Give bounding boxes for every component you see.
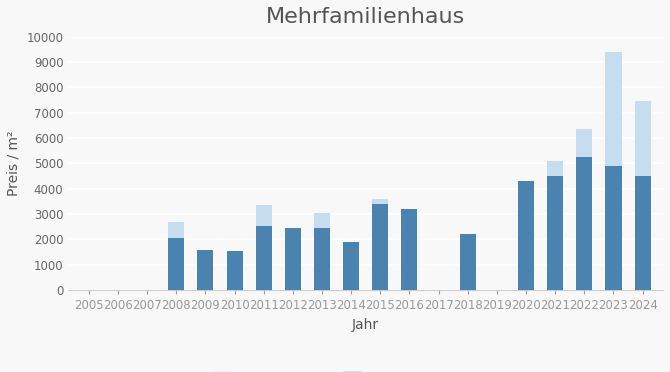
Bar	[373, 204, 389, 290]
Bar	[401, 209, 417, 290]
Bar	[314, 213, 330, 290]
Bar	[518, 181, 534, 290]
Bar	[256, 205, 272, 290]
Bar	[576, 129, 592, 290]
Bar	[168, 222, 184, 290]
Bar	[606, 166, 622, 290]
Y-axis label: Preis / m²: Preis / m²	[7, 131, 21, 196]
Title: Mehrfamilienhaus: Mehrfamilienhaus	[266, 7, 466, 27]
Bar	[547, 161, 563, 290]
X-axis label: Jahr: Jahr	[352, 318, 379, 332]
Bar	[314, 228, 330, 290]
Bar	[373, 199, 389, 290]
Bar	[634, 102, 651, 290]
Bar	[576, 157, 592, 290]
Bar	[343, 242, 359, 290]
Bar	[256, 225, 272, 290]
Bar	[198, 250, 213, 290]
Bar	[634, 176, 651, 290]
Bar	[168, 238, 184, 290]
Bar	[606, 52, 622, 290]
Bar	[460, 234, 476, 290]
Bar	[547, 176, 563, 290]
Legend: höchster Preis, durchschnittlicher Preis: höchster Preis, durchschnittlicher Preis	[208, 367, 523, 372]
Bar	[285, 228, 301, 290]
Bar	[226, 251, 243, 290]
